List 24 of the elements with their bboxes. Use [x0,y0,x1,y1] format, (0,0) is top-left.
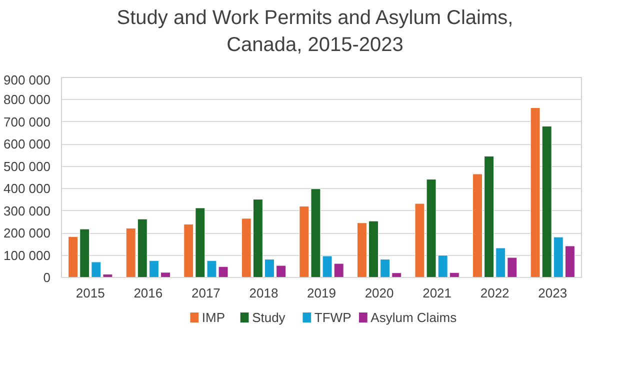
x-tick-label: 2018 [249,286,278,300]
x-tick-label: 2017 [191,286,220,300]
y-tick-label: 600 000 [4,136,51,152]
x-tick-label: 2023 [538,286,568,300]
legend-label: TFWP [314,310,352,325]
y-tick-label: 300 000 [4,203,51,218]
y-tick-label: 500 000 [4,158,51,174]
legend-label: IMP [202,310,226,325]
y-tick-label: 900 000 [4,72,51,88]
x-tick-label: 2022 [480,286,510,300]
x-tick-label: 2016 [134,286,163,300]
y-tick-label: 400 000 [4,181,51,196]
x-tick-label: 2015 [76,286,105,300]
chart-title: Study and Work Permits and Asylum Claims, Canada, 2015-2023 [116,6,514,58]
y-tick-label: 0 [43,270,51,285]
x-tick-label: 2020 [364,286,394,300]
y-tick-label: 100 000 [4,248,51,263]
legend-label: Study [252,310,286,325]
y-tick-label: 200 000 [4,226,51,241]
y-tick-label: 800 000 [4,92,51,108]
x-tick-label: 2021 [422,286,452,300]
x-tick-label: 2019 [307,286,336,300]
legend-label: Asylum Claims [370,310,458,325]
y-tick-label: 700 000 [4,114,51,130]
